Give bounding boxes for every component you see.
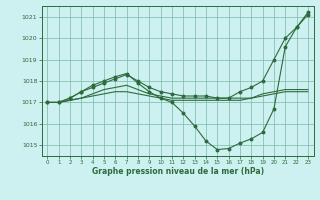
X-axis label: Graphe pression niveau de la mer (hPa): Graphe pression niveau de la mer (hPa) (92, 167, 264, 176)
